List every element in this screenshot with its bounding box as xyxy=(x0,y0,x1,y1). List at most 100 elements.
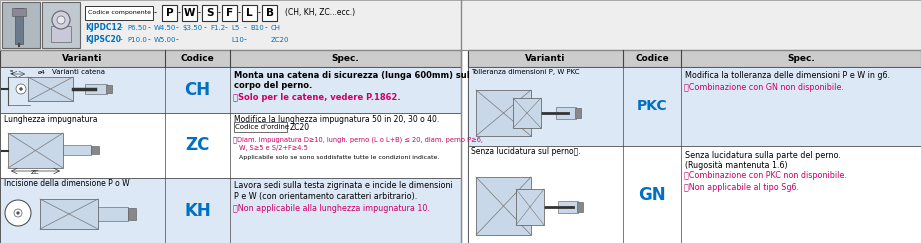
Text: Lavora sedi sulla testa zigrinata e incide le dimensioni: Lavora sedi sulla testa zigrinata e inci… xyxy=(234,182,453,191)
Text: Monta una catena di sicurezza (lunga 600mm) sul: Monta una catena di sicurezza (lunga 600… xyxy=(234,71,470,80)
Text: -: - xyxy=(265,24,268,33)
Bar xyxy=(63,145,91,155)
Bar xyxy=(85,6,153,20)
Bar xyxy=(575,108,581,118)
Bar xyxy=(468,146,921,243)
Text: P10.0: P10.0 xyxy=(127,37,146,43)
Text: ⓘSolo per le catene, vedere P.1862.: ⓘSolo per le catene, vedere P.1862. xyxy=(233,93,401,102)
Text: Codice d'ordine: Codice d'ordine xyxy=(235,124,289,130)
Text: Modifica la tolleranza delle dimensioni P e W in g6.: Modifica la tolleranza delle dimensioni … xyxy=(685,71,890,80)
Text: B: B xyxy=(265,8,274,18)
Bar xyxy=(468,50,921,67)
Text: Varianti: Varianti xyxy=(525,54,565,63)
Text: ⦻Non applicabile alla lunghezza impugnatura 10.: ⦻Non applicabile alla lunghezza impugnat… xyxy=(233,203,430,212)
Text: CH: CH xyxy=(184,81,211,99)
Bar xyxy=(0,50,461,67)
Text: S: S xyxy=(205,8,214,18)
Text: Codice: Codice xyxy=(181,54,215,63)
Circle shape xyxy=(57,16,65,24)
Text: P6.50: P6.50 xyxy=(127,25,146,31)
Bar xyxy=(2,2,40,48)
Text: (CH, KH, ZC...ecc.): (CH, KH, ZC...ecc.) xyxy=(285,9,356,17)
Text: W: W xyxy=(184,8,195,18)
Bar xyxy=(42,2,80,48)
Bar xyxy=(8,133,63,168)
Bar xyxy=(222,5,237,21)
Bar xyxy=(15,8,23,44)
Bar xyxy=(12,8,26,16)
Text: Codice componente: Codice componente xyxy=(87,10,150,16)
Text: (Rugosità mantenuta 1.6): (Rugosità mantenuta 1.6) xyxy=(685,160,787,170)
Bar xyxy=(182,5,197,21)
Bar xyxy=(0,178,461,243)
Text: W, S≥5 e S/2+F≥4.5: W, S≥5 e S/2+F≥4.5 xyxy=(239,145,308,151)
Text: Codice: Codice xyxy=(635,54,669,63)
Bar xyxy=(262,5,277,21)
Bar xyxy=(0,0,921,50)
Bar xyxy=(476,90,531,136)
Text: L5: L5 xyxy=(231,25,239,31)
Text: -: - xyxy=(178,9,181,17)
Text: -: - xyxy=(176,35,179,44)
Bar xyxy=(91,146,99,154)
Bar xyxy=(556,107,576,119)
Text: P: P xyxy=(166,8,173,18)
Text: -: - xyxy=(244,24,247,33)
Text: ZC: ZC xyxy=(30,171,40,175)
Text: Tolleranza dimensioni P, W PKC: Tolleranza dimensioni P, W PKC xyxy=(471,69,579,75)
Text: ⦻Combinazione con PKC non disponibile.: ⦻Combinazione con PKC non disponibile. xyxy=(684,172,847,181)
Text: ZC20: ZC20 xyxy=(290,122,310,131)
Bar xyxy=(558,201,578,213)
Text: ⓘDiam. impugnatura D≥10, lungh. perno (L o L+B) ≤ 20, diam. perno P≥6,: ⓘDiam. impugnatura D≥10, lungh. perno (L… xyxy=(233,137,483,143)
Text: corpo del perno.: corpo del perno. xyxy=(234,81,312,90)
Bar xyxy=(128,208,136,220)
Text: Varianti: Varianti xyxy=(63,54,102,63)
Circle shape xyxy=(52,11,70,29)
Bar xyxy=(106,85,112,93)
Text: -: - xyxy=(120,24,122,33)
Text: W5.00: W5.00 xyxy=(154,37,177,43)
Bar xyxy=(0,67,461,113)
Bar xyxy=(513,98,541,128)
Text: F: F xyxy=(226,8,233,18)
Text: GN: GN xyxy=(638,185,666,203)
Text: Applicabile solo se sono soddisfatte tutte le condizioni indicate.: Applicabile solo se sono soddisfatte tut… xyxy=(239,155,439,159)
Text: L: L xyxy=(246,8,252,18)
Text: ZC20: ZC20 xyxy=(271,37,289,43)
Bar xyxy=(476,177,531,235)
Bar xyxy=(98,207,128,221)
Text: Lunghezza impugnatura: Lunghezza impugnatura xyxy=(4,114,98,123)
Text: Spec.: Spec. xyxy=(332,54,359,63)
Text: -: - xyxy=(148,35,151,44)
Text: KJPSC20: KJPSC20 xyxy=(85,35,121,44)
Text: ⦻Non applicabile al tipo Sg6.: ⦻Non applicabile al tipo Sg6. xyxy=(684,182,799,191)
Text: ⦻Combinazione con GN non disponibile.: ⦻Combinazione con GN non disponibile. xyxy=(684,83,844,92)
Text: L10: L10 xyxy=(231,37,244,43)
Text: -: - xyxy=(197,9,201,17)
Text: CH: CH xyxy=(271,25,281,31)
Circle shape xyxy=(5,200,31,226)
Text: $3.50: $3.50 xyxy=(182,25,202,31)
Text: -: - xyxy=(238,9,240,17)
Text: F1.2: F1.2 xyxy=(210,25,225,31)
Text: P e W (con orientamento caratteri arbitrario).: P e W (con orientamento caratteri arbitr… xyxy=(234,191,417,200)
Text: B10: B10 xyxy=(250,25,263,31)
Text: -: - xyxy=(244,35,247,44)
Text: -: - xyxy=(148,24,151,33)
Circle shape xyxy=(16,84,26,94)
Text: -: - xyxy=(258,9,261,17)
Text: -: - xyxy=(154,9,157,17)
Bar xyxy=(242,5,257,21)
Text: -: - xyxy=(225,24,227,33)
Bar xyxy=(28,77,73,101)
Text: PKC: PKC xyxy=(636,99,668,113)
Text: -: - xyxy=(176,24,179,33)
Text: ZC: ZC xyxy=(185,137,210,155)
Text: Spec.: Spec. xyxy=(787,54,815,63)
Text: Varianti catena: Varianti catena xyxy=(52,69,105,75)
Text: -: - xyxy=(120,35,122,44)
Bar xyxy=(468,50,921,243)
Text: Senza lucidatura sulla parte del perno.: Senza lucidatura sulla parte del perno. xyxy=(685,150,841,159)
Bar xyxy=(40,199,98,229)
Circle shape xyxy=(17,211,19,215)
